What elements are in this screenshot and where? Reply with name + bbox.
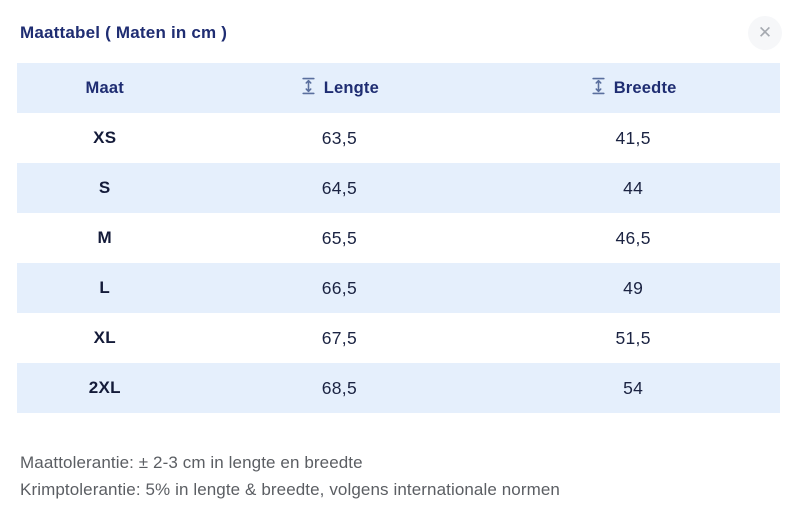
breedte-value: 44 <box>623 177 644 198</box>
vertical-measure-icon <box>590 77 607 100</box>
maattolerantie-note: Maattolerantie: ± 2-3 cm in lengte en br… <box>20 453 363 472</box>
column-header-label: Lengte <box>323 78 379 97</box>
breedte-value: 54 <box>623 377 644 398</box>
lengte-value: 63,5 <box>321 127 357 148</box>
breedte-value: 49 <box>623 277 644 298</box>
column-header-label: Maat <box>85 78 124 97</box>
size-label: L <box>99 278 111 297</box>
page-title: Maattabel ( Maten in cm ) <box>20 23 228 42</box>
column-header-maat: Maat <box>17 79 192 98</box>
column-header-label: Breedte <box>613 78 677 97</box>
modal-titlebar: Maattabel ( Maten in cm ) ✕ <box>0 0 794 50</box>
table-row: L 66,5 49 <box>17 263 780 313</box>
breedte-value: 46,5 <box>615 227 651 248</box>
size-label: XL <box>93 328 116 347</box>
lengte-value: 68,5 <box>321 377 357 398</box>
column-header-breedte: Breedte <box>486 77 780 100</box>
table-row: XL 67,5 51,5 <box>17 313 780 363</box>
table-header-row: Maat Lengte <box>17 63 780 113</box>
vertical-measure-icon <box>300 77 317 100</box>
tolerance-notes: Maattolerantie: ± 2-3 cm in lengte en br… <box>20 449 774 503</box>
breedte-value: 41,5 <box>615 127 651 148</box>
table-row: S 64,5 44 <box>17 163 780 213</box>
table-row: M 65,5 46,5 <box>17 213 780 263</box>
size-table: Maat Lengte <box>17 63 780 413</box>
lengte-value: 66,5 <box>321 277 357 298</box>
size-label: 2XL <box>88 378 121 397</box>
size-label: S <box>98 178 111 197</box>
size-label: XS <box>93 128 117 147</box>
lengte-value: 64,5 <box>321 177 357 198</box>
lengte-value: 65,5 <box>321 227 357 248</box>
krimptolerantie-note: Krimptolerantie: 5% in lengte & breedte,… <box>20 480 560 499</box>
close-button[interactable]: ✕ <box>748 16 782 50</box>
breedte-value: 51,5 <box>615 327 651 348</box>
table-row: 2XL 68,5 54 <box>17 363 780 413</box>
table-row: XS 63,5 41,5 <box>17 113 780 163</box>
close-icon: ✕ <box>757 23 773 42</box>
column-header-lengte: Lengte <box>192 77 486 100</box>
lengte-value: 67,5 <box>321 327 357 348</box>
size-label: M <box>97 228 112 247</box>
